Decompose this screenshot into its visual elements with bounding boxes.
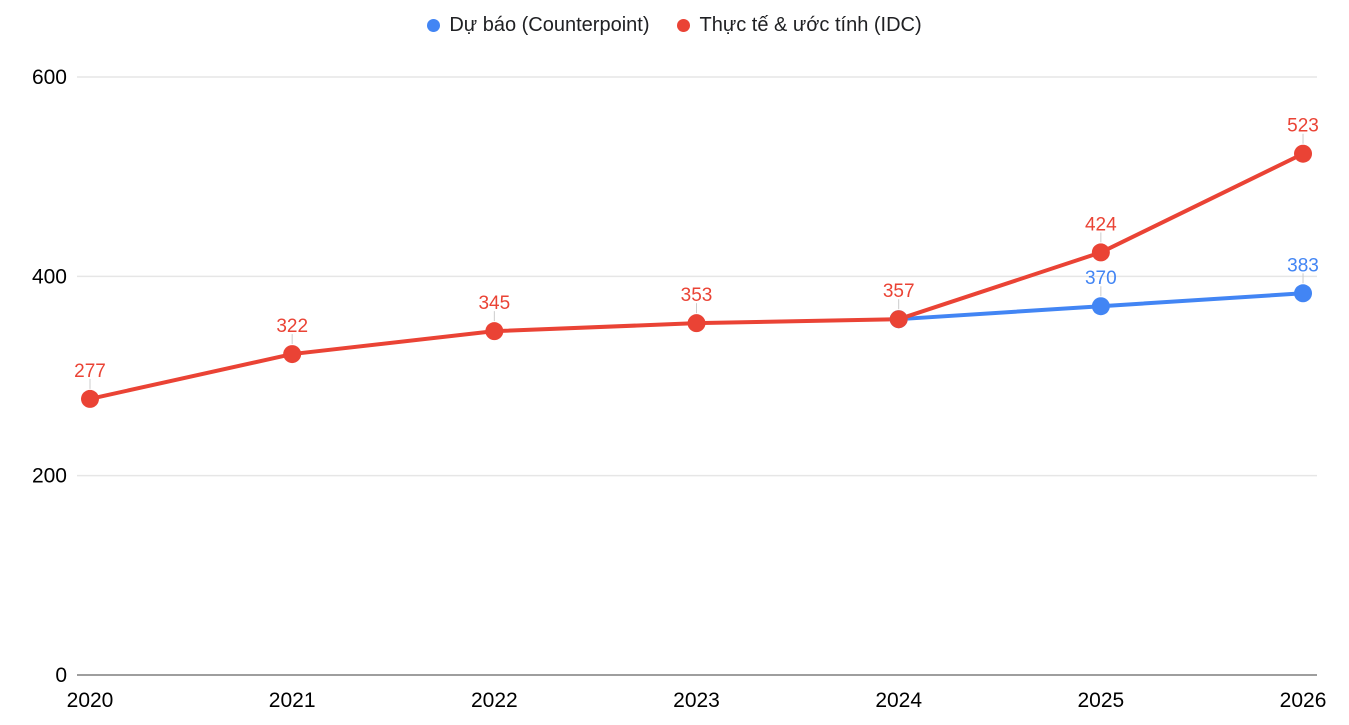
data-point-Dự báo (Counterpoint)[interactable] xyxy=(1091,297,1110,316)
data-point-label: 322 xyxy=(276,316,308,337)
data-point-label: 370 xyxy=(1085,268,1117,289)
data-point-Dự báo (Counterpoint)[interactable] xyxy=(1294,284,1313,303)
data-point-label: 345 xyxy=(478,293,510,314)
chart-legend: Dự báo (Counterpoint) Thực tế & ước tính… xyxy=(0,14,1349,37)
data-point-label: 353 xyxy=(681,285,713,306)
data-point-label: 357 xyxy=(883,281,915,302)
y-axis-tick-label: 200 xyxy=(32,465,67,488)
data-point-label: 277 xyxy=(74,361,106,382)
x-axis-tick-label: 2023 xyxy=(673,689,720,712)
legend-label-du-bao: Dự báo (Counterpoint) xyxy=(449,14,650,36)
data-point-label: 523 xyxy=(1287,116,1319,137)
data-point-Thực tế & ước tính (IDC)[interactable] xyxy=(889,310,908,329)
data-point-label: 424 xyxy=(1085,214,1117,235)
legend-item-thuc-te-idc[interactable]: Thực tế & ước tính (IDC) xyxy=(677,14,922,37)
data-point-label: 383 xyxy=(1287,255,1319,276)
x-axis-tick-label: 2020 xyxy=(67,689,114,712)
legend-label-thuc-te: Thực tế & ước tính (IDC) xyxy=(699,14,922,36)
legend-dot-red-icon xyxy=(677,19,691,32)
data-point-Thực tế & ước tính (IDC)[interactable] xyxy=(1091,243,1110,262)
x-axis-tick-label: 2022 xyxy=(471,689,518,712)
x-axis-tick-label: 2024 xyxy=(875,689,922,712)
legend-item-du-bao-counterpoint[interactable]: Dự báo (Counterpoint) xyxy=(427,14,649,37)
data-point-Thực tế & ước tính (IDC)[interactable] xyxy=(1294,144,1313,163)
legend-dot-blue-icon xyxy=(427,19,441,32)
data-point-Thực tế & ước tính (IDC)[interactable] xyxy=(485,322,504,341)
x-axis-tick-label: 2021 xyxy=(269,689,316,712)
data-point-Thực tế & ước tính (IDC)[interactable] xyxy=(687,314,706,333)
x-axis-tick-label: 2026 xyxy=(1280,689,1327,712)
y-axis-tick-label: 0 xyxy=(55,664,67,687)
data-point-Thực tế & ước tính (IDC)[interactable] xyxy=(81,389,99,408)
y-axis-tick-label: 600 xyxy=(32,66,67,89)
y-axis-tick-label: 400 xyxy=(32,265,67,288)
data-point-Thực tế & ước tính (IDC)[interactable] xyxy=(283,345,302,364)
x-axis-tick-label: 2025 xyxy=(1077,689,1124,712)
